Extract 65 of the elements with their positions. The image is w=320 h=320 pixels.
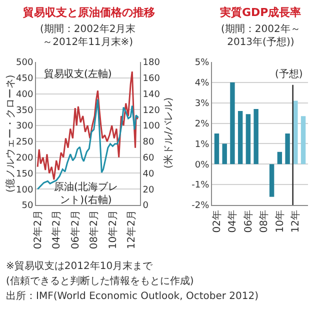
y2-tick-label: 140	[142, 90, 160, 100]
y-tick-label: 350	[16, 106, 34, 116]
bar	[277, 152, 282, 164]
y2-tick-label: 180	[142, 58, 160, 68]
bar	[246, 114, 251, 164]
y-tick-label: 500	[16, 58, 34, 68]
y-tick-label: 300	[16, 122, 34, 132]
x-tick-label: 12年2月	[126, 210, 138, 250]
y-tick-label: 2%	[194, 119, 210, 130]
x-tick-label: 04年	[226, 210, 239, 233]
x-tick-label: 06年2月	[69, 210, 82, 250]
bar	[230, 82, 235, 164]
x-tick-label: 10年2月	[106, 210, 119, 250]
y-tick-label: -1%	[192, 180, 210, 191]
y-tick-label: 250	[16, 138, 34, 148]
chart-subtitle: (期間：2002年2月末～2012年11月末※)	[40, 23, 136, 48]
y-tick-label: 3%	[194, 99, 210, 110]
y-tick-label: 200	[16, 153, 34, 164]
y-tick-label: 50	[22, 201, 34, 212]
y2-tick-label: 80	[142, 138, 155, 148]
y2-axis-title: (米ドル/バレル)	[162, 97, 174, 168]
y-tick-label: 0%	[194, 160, 210, 170]
y-tick-label: -2%	[192, 201, 210, 212]
y2-tick-label: 0	[142, 201, 149, 212]
series-label: 原油(北海ブレント)(右軸)	[54, 181, 118, 206]
line-series	[36, 70, 138, 180]
bar	[300, 116, 306, 164]
y2-tick-label: 20	[142, 185, 155, 196]
y-axis-title: (億ノルウェー・クローネ)	[4, 74, 16, 192]
bar	[214, 134, 220, 164]
x-tick-label: 08年2月	[88, 210, 100, 250]
bar	[293, 100, 298, 164]
x-tick-label: 12年	[290, 210, 302, 233]
x-tick-label: 06年	[242, 210, 254, 233]
y2-tick-label: 100	[142, 122, 160, 132]
y2-tick-label: 160	[142, 74, 160, 84]
text: ※貿易収支は2012年10月末まで	[6, 260, 154, 272]
chart-title: 実質GDP成長率	[219, 6, 302, 19]
y-tick-label: 450	[16, 74, 34, 84]
y-tick-label: 400	[16, 90, 34, 100]
y2-tick-label: 120	[142, 106, 160, 116]
bar	[254, 108, 258, 164]
y-tick-label: 100	[16, 185, 34, 196]
y2-tick-label: 60	[142, 153, 155, 164]
x-tick-label: 10年	[274, 210, 286, 233]
chart-title: 貿易収支と原油価格の推移	[22, 6, 155, 19]
y2-tick-label: 40	[142, 169, 155, 180]
x-tick-label: 08年	[258, 210, 270, 233]
bar	[269, 164, 274, 197]
text: (信頼できると判断した情報をもとに作成)	[6, 275, 194, 287]
x-tick-label: 02年	[210, 210, 223, 233]
series-label: 貿易収支(左軸)	[44, 68, 112, 80]
bar	[238, 111, 243, 164]
y-tick-label: 1%	[194, 140, 210, 150]
line-series	[36, 98, 140, 190]
bar	[285, 134, 290, 164]
y-tick-label: 150	[16, 169, 34, 180]
y-tick-label: 5%	[194, 58, 210, 68]
y-tick-label: 4%	[194, 78, 210, 89]
text: 出所：IMF(World Economic Outlook, October 2012)	[6, 290, 259, 302]
annotation: (予想)	[275, 68, 303, 80]
bar	[222, 144, 227, 164]
x-tick-label: 04年2月	[50, 210, 63, 250]
chart-subtitle: (期間：2002年～2013年(予想))	[221, 23, 300, 48]
x-tick-label: 02年2月	[32, 210, 44, 250]
